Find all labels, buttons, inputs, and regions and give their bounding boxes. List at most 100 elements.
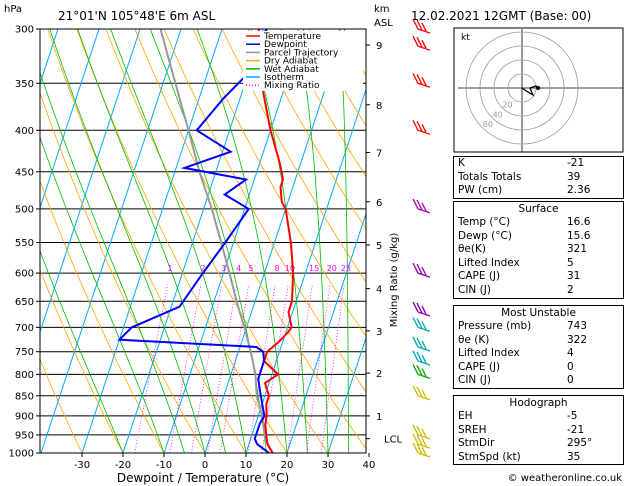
barb-flag: [412, 364, 419, 375]
barb-flag: [412, 35, 419, 47]
barb-flag: [421, 368, 427, 377]
hodograph-unit: kt: [461, 33, 470, 43]
surface-value: 15.6: [567, 229, 591, 242]
hodograph-ring: [479, 45, 565, 131]
barb-flag: [416, 302, 423, 314]
mixing-ratio-line: [191, 284, 222, 453]
mixing-ratio-label: 25: [341, 264, 351, 273]
lcl-label: LCL: [384, 435, 403, 446]
mixing-ratio-label: 1: [167, 264, 172, 273]
parcel-trajectory-line: [159, 29, 274, 453]
temperature-tick-label: 10: [240, 460, 253, 471]
barb-staff: [417, 311, 431, 317]
mixing-ratio-label: 5: [248, 264, 253, 273]
most-unstable-panel: Most Unstable Pressure (mb) 743 θe (K) 322…: [453, 305, 624, 389]
wet-adiabat: [369, 29, 375, 453]
hodograph-label: StmDir: [458, 437, 495, 450]
wind-barb: [412, 18, 431, 34]
barb-flag: [416, 36, 423, 48]
surface-value: 321: [567, 243, 588, 256]
hodograph-title: Hodograph: [509, 397, 568, 409]
hodograph-row: StmSpd (kt) 35: [454, 451, 623, 465]
barb-flag: [416, 386, 423, 398]
most-unstable-label: CIN (J): [458, 374, 491, 387]
barb-flag: [412, 433, 419, 445]
km-unit: km: [374, 4, 390, 15]
km-tick-label: 1: [376, 412, 382, 423]
mixing-ratio-label: 15: [309, 264, 319, 273]
barb-staff: [417, 129, 431, 135]
isotherm-line: [122, 29, 264, 453]
pressure-tick-label: 850: [15, 391, 34, 402]
hodograph-row: EH -5: [454, 410, 623, 424]
temperature-tick-label: -20: [115, 460, 131, 471]
dry-adiabat: [40, 358, 83, 453]
index-value: -21: [567, 157, 585, 169]
legend-label: Wet Adiabat: [264, 65, 319, 75]
most-unstable-row: Pressure (mb) 743: [454, 320, 623, 334]
barb-flag: [412, 198, 419, 210]
index-row: PW (cm) 2.36: [454, 184, 623, 198]
legend-label: Temperature: [263, 32, 321, 42]
surface-label: Dewp (°C): [458, 229, 512, 242]
hodograph-value: -5: [567, 410, 578, 422]
index-value: 2.36: [567, 184, 591, 197]
dry-adiabat: [40, 91, 206, 453]
hodograph-ring: [493, 59, 551, 117]
barb-flag: [421, 305, 427, 315]
pressure-tick-label: 700: [15, 323, 34, 334]
hodograph-row: StmDir 295°: [454, 437, 623, 451]
mixing-ratio-line: [287, 284, 313, 453]
hodograph-value: -21: [567, 423, 585, 436]
mixing-ratio-line: [306, 284, 331, 453]
most-unstable-row: θe (K) 322: [454, 334, 623, 348]
barb-flag: [421, 22, 427, 32]
wind-barb: [412, 424, 431, 440]
barb-flag: [416, 337, 423, 349]
surface-panel: Surface Temp (°C) 16.6 Dewp (°C) 15.6 θe(K…: [453, 201, 624, 299]
isotherm-line: [286, 212, 366, 453]
hodograph-row: SREH -21: [454, 424, 623, 438]
wind-barb: [412, 433, 431, 449]
hodograph-panel: Hodograph EH -5 SREH -21 StmDir 295° StmSpd…: [453, 395, 624, 466]
pressure-tick-label: 450: [15, 167, 34, 178]
mixing-ratio-label: 2: [201, 264, 206, 273]
legend-label: Dry Adiabat: [264, 57, 318, 67]
legend-label: Parcel Trajectory: [264, 48, 339, 58]
mixing-ratio-line: [207, 284, 238, 453]
wet-adiabat: [196, 29, 288, 453]
index-row: Totals Totals 39: [454, 171, 623, 185]
pressure-tick-label: 300: [15, 25, 34, 36]
barb-flag: [421, 76, 427, 86]
barb-flag: [412, 442, 419, 454]
indices-panel: K -21 Totals Totals 39 PW (cm) 2.36: [453, 156, 624, 199]
surface-label: CIN (J): [458, 283, 491, 296]
wet-adiabat: [40, 71, 185, 453]
temperature-tick-label: 0: [202, 460, 208, 471]
dry-adiabat: [250, 29, 366, 230]
wet-adiabat: [297, 29, 329, 453]
barb-flag: [421, 340, 427, 350]
most-unstable-value: 0: [567, 360, 574, 373]
km-tick-label: 8: [376, 101, 382, 112]
barb-staff: [417, 208, 431, 214]
km-tick-label: 5: [376, 241, 382, 252]
pressure-tick-label: 650: [15, 297, 34, 308]
barb-flag: [421, 124, 427, 133]
barb-flag: [421, 266, 427, 276]
barb-flag: [421, 446, 427, 456]
surface-row: CAPE (J) 31: [454, 270, 623, 284]
temperature-tick-label: 20: [281, 460, 294, 471]
wind-barb: [412, 317, 431, 333]
index-row: K -21: [454, 157, 623, 171]
pressure-unit: hPa: [4, 4, 22, 15]
barb-flag: [416, 365, 423, 376]
barb-staff: [417, 346, 431, 352]
location-label: 21°01'N 105°48'E 6m ASL: [58, 9, 215, 23]
barb-flag: [416, 19, 423, 31]
surface-label: θe(K): [458, 243, 486, 256]
mixing-ratio-axis-label: Mixing Ratio (g/kg): [389, 233, 400, 328]
